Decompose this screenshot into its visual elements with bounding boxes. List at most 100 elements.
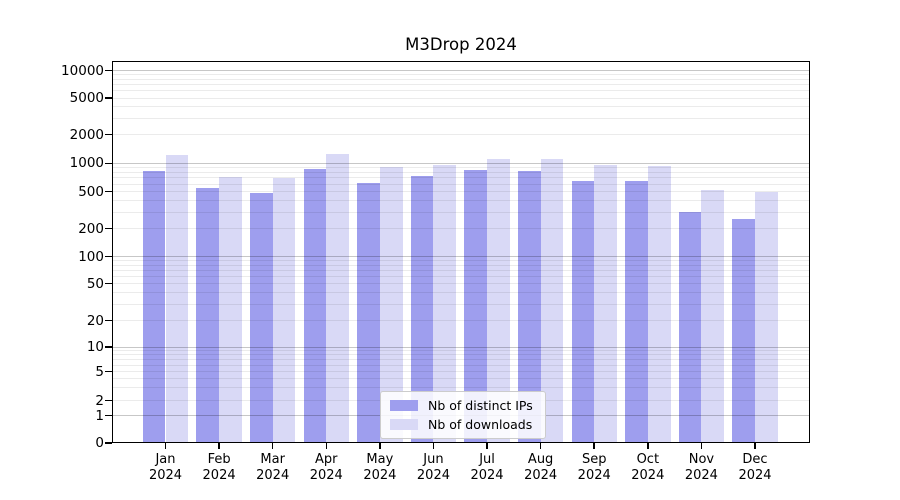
grid-line-minor bbox=[112, 84, 810, 86]
x-tick-label-mar: Mar 2024 bbox=[256, 452, 290, 483]
y-tick-label-5000: 5000 bbox=[69, 90, 104, 106]
legend: Nb of distinct IPs Nb of downloads bbox=[380, 391, 546, 439]
y-tick-label-0: 0 bbox=[95, 435, 104, 451]
chart-title: M3Drop 2024 bbox=[405, 35, 517, 54]
y-tick-mark bbox=[105, 399, 112, 402]
grid-line-minor bbox=[112, 78, 810, 80]
bar-downloads-oct bbox=[647, 165, 671, 443]
legend-swatch-downloads bbox=[390, 419, 418, 430]
grid-line-minor bbox=[112, 171, 810, 173]
x-tick-mark bbox=[325, 443, 328, 449]
x-tick-label-jul: Jul 2024 bbox=[470, 452, 504, 483]
grid-line-minor bbox=[112, 177, 810, 179]
y-tick-mark bbox=[105, 97, 112, 99]
x-tick-label-aug: Aug 2024 bbox=[524, 452, 558, 483]
bar-downloads-apr bbox=[326, 154, 349, 443]
x-tick-mark bbox=[164, 443, 167, 449]
bar-distinct-ips-jul bbox=[464, 170, 488, 443]
grid-line-minor bbox=[112, 97, 810, 99]
bar-downloads-jul bbox=[487, 159, 510, 443]
grid-line-minor bbox=[112, 167, 810, 169]
y-tick-label-200: 200 bbox=[78, 220, 104, 237]
grid-line-major bbox=[112, 162, 810, 165]
plot-area: Nb of distinct IPs Nb of downloads bbox=[112, 61, 810, 443]
bar-distinct-ips-nov bbox=[678, 212, 702, 443]
bar-downloads-dec bbox=[755, 192, 778, 443]
x-tick-label-nov: Nov 2024 bbox=[684, 452, 718, 483]
grid-line-minor bbox=[112, 228, 810, 229]
grid-line-minor bbox=[112, 106, 810, 108]
grid-line-minor bbox=[112, 134, 810, 135]
y-tick-mark bbox=[105, 442, 112, 444]
y-tick-mark bbox=[105, 162, 112, 165]
grid-line-minor bbox=[112, 211, 810, 213]
x-tick-mark bbox=[379, 443, 381, 449]
grid-line-minor bbox=[112, 275, 810, 277]
grid-line-minor bbox=[112, 387, 810, 389]
bar-downloads-jan bbox=[165, 154, 189, 443]
legend-label: Nb of downloads bbox=[428, 417, 533, 432]
y-tick-label-1: 1 bbox=[95, 407, 104, 424]
grid-line-minor bbox=[112, 264, 810, 266]
bar-distinct-ips-dec bbox=[732, 219, 755, 443]
bar-downloads-nov bbox=[701, 189, 725, 443]
y-tick-label-100: 100 bbox=[78, 248, 104, 265]
y-tick-mark bbox=[105, 414, 112, 417]
grid-line-minor bbox=[112, 371, 810, 372]
bar-downloads-feb bbox=[219, 176, 242, 443]
bar-distinct-ips-apr bbox=[303, 168, 327, 443]
y-tick-mark bbox=[105, 69, 112, 72]
bar-distinct-ips-sep bbox=[571, 180, 595, 443]
x-tick-mark bbox=[700, 443, 703, 449]
grid-line-minor bbox=[112, 74, 810, 76]
grid-line-minor bbox=[112, 303, 810, 305]
grid-line-major bbox=[112, 70, 810, 72]
grid-line-minor bbox=[112, 292, 810, 293]
grid-line-minor bbox=[112, 320, 810, 321]
y-tick-mark bbox=[105, 190, 112, 193]
x-tick-mark bbox=[647, 443, 649, 449]
x-tick-mark bbox=[593, 443, 595, 449]
x-tick-label-may: May 2024 bbox=[363, 452, 397, 483]
bar-distinct-ips-jan bbox=[142, 170, 166, 443]
grid-line-minor bbox=[112, 350, 810, 352]
grid-line-minor bbox=[112, 269, 810, 271]
y-tick-mark bbox=[105, 255, 112, 258]
bar-distinct-ips-may bbox=[357, 182, 380, 443]
grid-line-minor bbox=[112, 364, 810, 366]
x-tick-mark bbox=[486, 443, 488, 449]
bar-downloads-aug bbox=[540, 158, 564, 443]
x-tick-label-oct: Oct 2024 bbox=[631, 452, 665, 483]
legend-label: Nb of distinct IPs bbox=[428, 398, 533, 413]
x-tick-mark bbox=[539, 443, 542, 449]
bar-distinct-ips-aug bbox=[517, 170, 541, 443]
grid-line-minor bbox=[112, 359, 810, 361]
y-tick-label-20: 20 bbox=[86, 312, 104, 329]
y-tick-label-5: 5 bbox=[95, 363, 104, 380]
grid-line-minor bbox=[112, 90, 810, 92]
grid-line-minor bbox=[112, 183, 810, 185]
x-tick-mark bbox=[218, 443, 220, 449]
y-tick-label-50: 50 bbox=[86, 275, 104, 292]
y-tick-mark bbox=[105, 346, 112, 348]
legend-entry-downloads: Nb of downloads bbox=[390, 417, 533, 432]
grid-line-minor bbox=[112, 260, 810, 262]
grid-line-major bbox=[112, 346, 810, 348]
x-tick-label-jun: Jun 2024 bbox=[416, 452, 450, 483]
x-tick-mark bbox=[271, 443, 274, 449]
y-tick-label-10: 10 bbox=[86, 339, 104, 355]
bar-downloads-mar bbox=[272, 177, 296, 443]
bar-distinct-ips-mar bbox=[249, 193, 273, 443]
x-tick-label-feb: Feb 2024 bbox=[202, 452, 236, 483]
bar-downloads-sep bbox=[594, 165, 617, 443]
x-tick-mark bbox=[754, 443, 756, 449]
y-tick-mark bbox=[105, 319, 112, 322]
bar-downloads-jun bbox=[433, 164, 457, 443]
grid-line-minor bbox=[112, 378, 810, 380]
legend-swatch-distinct-ips bbox=[390, 400, 418, 411]
x-tick-label-dec: Dec 2024 bbox=[738, 452, 772, 483]
grid-line-minor bbox=[112, 200, 810, 201]
grid-line-minor bbox=[112, 354, 810, 356]
bar-distinct-ips-jun bbox=[410, 176, 434, 443]
